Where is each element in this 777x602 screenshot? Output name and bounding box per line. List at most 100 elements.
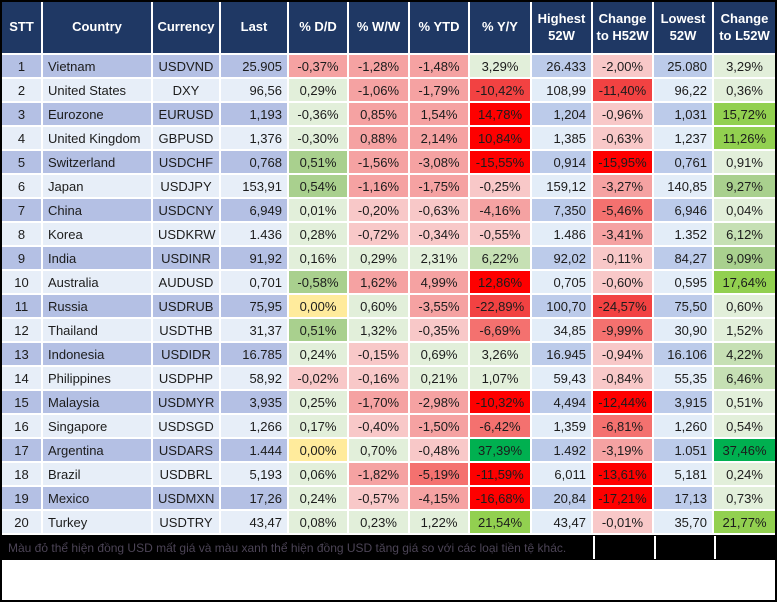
cell-high: 26.433 [530, 53, 593, 79]
cell-ww: 0,60% [347, 293, 410, 319]
table-row: 5 Switzerland USDCHF 0,768 0,51% -1,56% -3,08%… [2, 149, 775, 175]
cell-ytd: -1,50% [408, 413, 470, 439]
cell-high: 159,12 [530, 173, 593, 199]
table-row: 7 China USDCNY 6,949 0,01% -0,20% -0,63% -4,16%… [2, 197, 775, 223]
cell-currency: EURUSD [151, 101, 221, 127]
cell-ytd: -0,63% [408, 197, 470, 223]
cell-dd: 0,29% [287, 77, 349, 103]
cell-chgL: 9,27% [712, 173, 775, 199]
cell-high: 16.945 [530, 341, 593, 367]
cell-country: Korea [41, 221, 153, 247]
cell-chgH: -11,40% [591, 77, 654, 103]
cell-stt: 19 [2, 485, 43, 511]
cell-chgL: 0,51% [712, 389, 775, 415]
cell-country: United Kingdom [41, 125, 153, 151]
cell-ww: -0,57% [347, 485, 410, 511]
cell-yy: -10,42% [468, 77, 532, 103]
cell-last: 16.785 [219, 341, 289, 367]
cell-ytd: -3,08% [408, 149, 470, 175]
cell-last: 91,92 [219, 245, 289, 271]
cell-stt: 17 [2, 437, 43, 463]
cell-last: 31,37 [219, 317, 289, 343]
cell-country: India [41, 245, 153, 271]
cell-dd: 0,51% [287, 317, 349, 343]
cell-low: 0,761 [652, 149, 714, 175]
cell-ytd: -1,79% [408, 77, 470, 103]
cell-low: 3,915 [652, 389, 714, 415]
cell-last: 58,92 [219, 365, 289, 391]
cell-stt: 2 [2, 77, 43, 103]
cell-chgL: 11,26% [712, 125, 775, 151]
cell-dd: 0,54% [287, 173, 349, 199]
cell-last: 25.905 [219, 53, 289, 79]
cell-dd: -0,58% [287, 269, 349, 295]
table-row: 3 Eurozone EURUSD 1,193 -0,36% 0,85% 1,54% 14,7… [2, 101, 775, 127]
footer-separator [593, 536, 595, 559]
cell-currency: USDPHP [151, 365, 221, 391]
cell-ytd: -3,55% [408, 293, 470, 319]
cell-ytd: 2,31% [408, 245, 470, 271]
cell-last: 1,266 [219, 413, 289, 439]
cell-yy: 6,22% [468, 245, 532, 271]
cell-currency: USDMXN [151, 485, 221, 511]
cell-yy: 3,26% [468, 341, 532, 367]
cell-high: 0,914 [530, 149, 593, 175]
cell-ytd: -1,75% [408, 173, 470, 199]
cell-ww: -1,28% [347, 53, 410, 79]
column-header-chgL: Change to L52W [712, 2, 775, 55]
cell-low: 84,27 [652, 245, 714, 271]
cell-dd: 0,08% [287, 509, 349, 535]
cell-high: 100,70 [530, 293, 593, 319]
cell-ww: -0,40% [347, 413, 410, 439]
cell-ytd: 1,22% [408, 509, 470, 535]
cell-low: 30,90 [652, 317, 714, 343]
cell-high: 1,204 [530, 101, 593, 127]
column-header-ww: % W/W [347, 2, 410, 55]
cell-dd: -0,36% [287, 101, 349, 127]
cell-currency: USDKRW [151, 221, 221, 247]
cell-ww: 0,29% [347, 245, 410, 271]
currency-table: STT Country Currency Last% D/D% W/W% YTD% Y… [2, 2, 775, 535]
cell-country: Philippines [41, 365, 153, 391]
cell-stt: 5 [2, 149, 43, 175]
cell-stt: 18 [2, 461, 43, 487]
cell-dd: 0,16% [287, 245, 349, 271]
cell-high: 92,02 [530, 245, 593, 271]
table-row: 12 Thailand USDTHB 31,37 0,51% 1,32% -0,35% -6,… [2, 317, 775, 343]
cell-ytd: -4,15% [408, 485, 470, 511]
cell-ytd: -0,35% [408, 317, 470, 343]
cell-yy: -6,69% [468, 317, 532, 343]
cell-currency: USDBRL [151, 461, 221, 487]
cell-ytd: 0,21% [408, 365, 470, 391]
cell-country: Switzerland [41, 149, 153, 175]
cell-ww: 0,70% [347, 437, 410, 463]
cell-country: Japan [41, 173, 153, 199]
cell-high: 59,43 [530, 365, 593, 391]
cell-stt: 9 [2, 245, 43, 271]
cell-low: 6,946 [652, 197, 714, 223]
cell-low: 1,237 [652, 125, 714, 151]
cell-stt: 8 [2, 221, 43, 247]
cell-dd: -0,02% [287, 365, 349, 391]
table-body: 1 Vietnam USDVND 25.905 -0,37% -1,28% -1,48% 3,… [2, 53, 775, 535]
cell-high: 1.486 [530, 221, 593, 247]
cell-chgH: -0,84% [591, 365, 654, 391]
cell-last: 153,91 [219, 173, 289, 199]
cell-currency: USDCHF [151, 149, 221, 175]
cell-chgH: -0,96% [591, 101, 654, 127]
cell-yy: 21,54% [468, 509, 532, 535]
cell-ww: -1,16% [347, 173, 410, 199]
cell-high: 4,494 [530, 389, 593, 415]
table-row: 1 Vietnam USDVND 25.905 -0,37% -1,28% -1,48% 3,… [2, 53, 775, 79]
cell-ytd: 1,54% [408, 101, 470, 127]
cell-low: 16.106 [652, 341, 714, 367]
cell-chgL: 0,54% [712, 413, 775, 439]
cell-chgH: -13,61% [591, 461, 654, 487]
cell-currency: GBPUSD [151, 125, 221, 151]
cell-ytd: 2,14% [408, 125, 470, 151]
cell-high: 34,85 [530, 317, 593, 343]
cell-yy: 10,84% [468, 125, 532, 151]
cell-yy: -22,89% [468, 293, 532, 319]
cell-last: 1.436 [219, 221, 289, 247]
cell-currency: USDARS [151, 437, 221, 463]
